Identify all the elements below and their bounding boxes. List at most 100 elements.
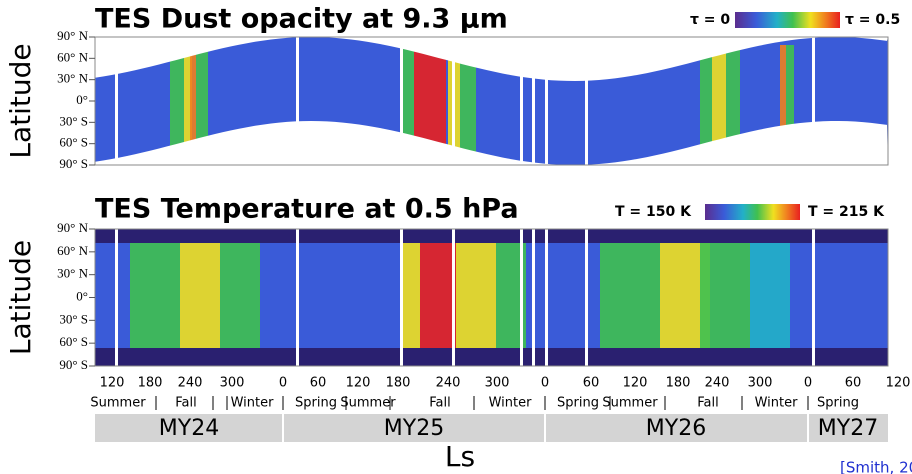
season-label: Summer (90, 396, 146, 411)
heatmap-band (170, 45, 184, 157)
heatmap-band (700, 45, 712, 157)
heatmap-band (400, 237, 420, 358)
y-tick-label: 90° N (57, 220, 88, 235)
season-label: Summer (340, 396, 396, 411)
x-tick-label: 240 (436, 376, 461, 391)
data-gap (296, 229, 299, 366)
citation: [Smith, 2008] (840, 459, 912, 474)
mask (95, 121, 888, 165)
y-label: Latitude (4, 43, 37, 158)
x-tick-label: 180 (138, 376, 163, 391)
year-label: MY24 (159, 416, 219, 441)
year-label: MY25 (384, 416, 444, 441)
heatmap-band (196, 45, 208, 157)
x-tick-label: 240 (178, 376, 203, 391)
x-tick-label: 240 (705, 376, 730, 391)
x-tick-label: 120 (346, 376, 371, 391)
polar-band (95, 348, 888, 366)
y-tick-label: 30° S (59, 113, 88, 128)
data-gap (545, 37, 548, 165)
data-gap (812, 37, 815, 165)
data-gap (812, 229, 815, 366)
heatmap-band (180, 237, 220, 358)
x-tick-label: 300 (220, 376, 245, 391)
y-tick-label: 0° (76, 288, 88, 303)
y-tick-label: 30° N (57, 71, 88, 86)
y-tick-label: 60° S (59, 135, 88, 150)
colorbar (705, 204, 800, 220)
y-tick-label: 90° S (59, 156, 88, 171)
y-tick-label: 30° N (57, 266, 88, 281)
panel-title: TES Dust opacity at 9.3 μm (95, 4, 508, 35)
data-gap (520, 229, 523, 366)
data-gap (532, 229, 535, 366)
y-tick-label: 0° (76, 92, 88, 107)
heatmap-band (220, 237, 260, 358)
season-label: Fall (697, 396, 718, 411)
season-label: Winter (489, 396, 533, 411)
data-gap (532, 37, 535, 165)
x-tick-label: 180 (666, 376, 691, 391)
y-tick-label: 90° N (57, 28, 88, 43)
colorbar-max-label: T = 215 K (808, 204, 885, 220)
x-tick-label: 300 (748, 376, 773, 391)
heatmap-band (456, 237, 496, 358)
heatmap-band (460, 45, 476, 157)
x-tick-label: 120 (886, 376, 911, 391)
y-tick-label: 90° S (59, 357, 88, 372)
season-label: Winter (231, 396, 275, 411)
season-label: Fall (175, 396, 196, 411)
season-label: Spring (295, 396, 337, 411)
x-label: Ls (445, 440, 475, 473)
panel-title: TES Temperature at 0.5 hPa (95, 194, 519, 225)
heatmap-band (726, 45, 740, 157)
heatmap-band (780, 45, 786, 157)
year-label: MY27 (818, 416, 878, 441)
data-gap (296, 37, 299, 165)
data-gap (585, 37, 588, 165)
mask (95, 37, 888, 81)
colorbar-max-label: τ = 0.5 (845, 12, 900, 28)
x-tick-label: 0 (804, 376, 812, 391)
heatmap-band (786, 45, 794, 157)
data-gap (520, 37, 523, 165)
x-tick-label: 60 (845, 376, 862, 391)
heatmap-band (130, 237, 180, 358)
colorbar-min-label: τ = 0 (690, 12, 730, 28)
colorbar (735, 12, 840, 28)
heatmap-band (712, 45, 726, 157)
x-tick-label: 60 (583, 376, 600, 391)
x-tick-label: 300 (485, 376, 510, 391)
heatmap-band (420, 237, 456, 358)
heatmap-band (750, 237, 790, 358)
x-tick-label: 60 (310, 376, 327, 391)
y-label: Latitude (4, 240, 37, 355)
x-tick-label: 0 (541, 376, 549, 391)
data-gap (400, 37, 403, 165)
x-tick-label: 120 (100, 376, 125, 391)
data-gap (452, 229, 455, 366)
polar-band (95, 229, 888, 243)
y-tick-label: 60° S (59, 334, 88, 349)
y-tick-label: 30° S (59, 311, 88, 326)
data-gap (452, 37, 455, 165)
season-label: Spring (817, 396, 859, 411)
data-gap (115, 229, 118, 366)
colorbar-min-label: T = 150 K (615, 204, 692, 220)
year-label: MY26 (646, 416, 706, 441)
heatmap-band (190, 45, 196, 157)
season-label: Spring (557, 396, 599, 411)
x-tick-label: 0 (279, 376, 287, 391)
data-gap (585, 229, 588, 366)
heatmap-band (700, 237, 750, 358)
x-tick-label: 180 (386, 376, 411, 391)
season-label: Winter (755, 396, 799, 411)
data-gap (545, 229, 548, 366)
season-label: Summer (602, 396, 658, 411)
y-tick-label: 60° N (57, 49, 88, 64)
year-band (95, 414, 888, 442)
heatmap-band (402, 45, 414, 157)
x-tick-label: 120 (623, 376, 648, 391)
heatmap-band (184, 45, 192, 157)
